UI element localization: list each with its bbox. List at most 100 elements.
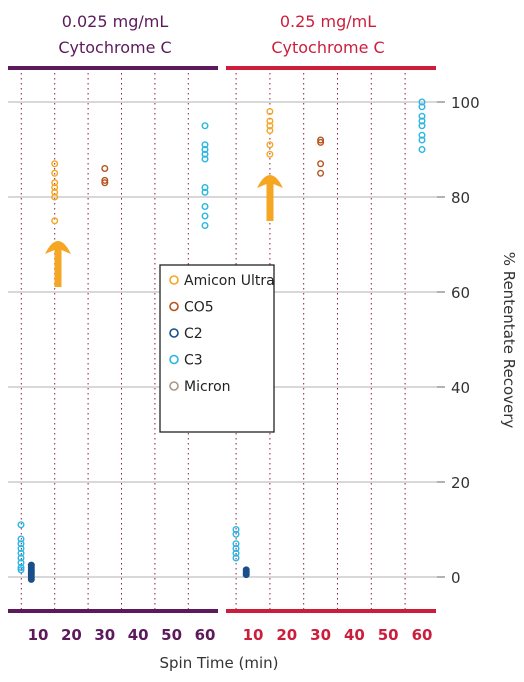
y-axis-ticks: 0 20 40 60 80 100 <box>437 94 480 587</box>
data-point <box>418 103 426 111</box>
legend-marker <box>169 328 179 338</box>
data-point <box>51 188 59 196</box>
data-point <box>27 575 35 583</box>
data-point <box>232 545 240 553</box>
data-point <box>51 183 59 191</box>
data-point <box>201 122 209 130</box>
x-tick-label: 50 <box>378 626 399 644</box>
y-tick-label: 60 <box>451 284 470 302</box>
data-point <box>266 122 274 130</box>
data-point <box>418 117 426 125</box>
legend-marker <box>169 381 179 391</box>
data-point <box>201 188 209 196</box>
data-point <box>232 554 240 562</box>
data-point <box>232 530 240 538</box>
x-tick-label: 30 <box>310 626 331 644</box>
legend-marker <box>169 354 179 365</box>
data-point <box>201 221 209 229</box>
legend-label: CO5 <box>184 300 214 316</box>
legend-marker <box>169 301 179 312</box>
data-point <box>17 554 25 562</box>
data-point <box>17 559 25 567</box>
data-point <box>101 164 109 172</box>
y-tick-label: 0 <box>451 569 461 587</box>
x-tick-label: 60 <box>195 626 216 644</box>
data-point <box>232 549 240 557</box>
data-point <box>232 540 240 548</box>
data-point <box>266 126 274 134</box>
data-point <box>266 117 274 125</box>
x-axis-ticks: 10 20 30 40 50 60 10 20 30 40 50 60 <box>28 626 433 644</box>
data-points <box>17 98 426 583</box>
data-point <box>418 136 426 144</box>
legend-marker <box>169 275 179 285</box>
y-tick-label: 100 <box>451 94 480 112</box>
data-point <box>17 566 25 574</box>
data-point <box>101 179 109 187</box>
x-tick-label: 10 <box>28 626 49 644</box>
panel-bands <box>8 66 436 613</box>
data-point <box>317 136 325 144</box>
data-point <box>201 150 209 158</box>
data-point <box>51 160 59 168</box>
data-point <box>201 145 209 153</box>
data-point <box>17 564 25 572</box>
data-point <box>266 150 274 158</box>
x-tick-label: 40 <box>344 626 365 644</box>
x-axis-label: Spin Time (min) <box>160 654 279 672</box>
x-tick-label: 30 <box>94 626 115 644</box>
panel-headers: 0.025 mg/mL Cytochrome C 0.25 mg/mL Cytochr… <box>58 12 384 57</box>
panel-header-line: Cytochrome C <box>58 38 171 57</box>
y-tick-label: 20 <box>451 474 470 492</box>
highlight-arrow <box>45 241 71 287</box>
x-tick-label: 10 <box>243 626 264 644</box>
data-point <box>317 160 325 168</box>
data-point <box>232 526 240 534</box>
data-point <box>17 535 25 543</box>
y-tick-label: 80 <box>451 189 470 207</box>
data-point <box>51 193 59 201</box>
data-point <box>201 202 209 210</box>
data-point <box>201 155 209 163</box>
data-point <box>317 169 325 177</box>
data-point <box>201 212 209 220</box>
data-point <box>317 138 325 146</box>
data-point <box>17 545 25 553</box>
y-axis-label: % Rententate Recovery <box>500 252 518 429</box>
data-point <box>266 141 274 149</box>
x-tick-label: 20 <box>276 626 297 644</box>
x-tick-label: 50 <box>161 626 182 644</box>
legend-label: C2 <box>184 326 203 342</box>
panel-header-line: 0.25 mg/mL <box>280 12 376 31</box>
data-point <box>101 176 109 184</box>
legend-label: C3 <box>184 353 203 369</box>
data-point <box>51 169 59 177</box>
data-point <box>51 179 59 187</box>
x-tick-label: 60 <box>412 626 433 644</box>
highlight-arrow <box>257 175 283 221</box>
x-tick-label: 40 <box>128 626 149 644</box>
data-point <box>201 183 209 191</box>
y-tick-label: 40 <box>451 379 470 397</box>
legend-label: Micron <box>184 379 231 395</box>
data-point <box>418 145 426 153</box>
data-point <box>418 131 426 139</box>
data-point <box>201 141 209 149</box>
data-point <box>418 112 426 120</box>
data-point <box>266 107 274 115</box>
legend-box <box>159 264 275 433</box>
legend: Amicon Ultra CO5 C2 C3 Micron <box>159 264 275 433</box>
panel-header-line: 0.025 mg/mL <box>62 12 169 31</box>
data-point <box>17 521 25 529</box>
data-point <box>17 540 25 548</box>
legend-entries: Amicon Ultra CO5 C2 C3 Micron <box>169 273 275 395</box>
data-point <box>17 549 25 557</box>
data-point <box>51 217 59 225</box>
highlight-arrows <box>45 175 283 287</box>
data-point <box>418 122 426 130</box>
x-tick-label: 20 <box>61 626 82 644</box>
panel-header-line: Cytochrome C <box>271 38 384 57</box>
data-point <box>418 98 426 106</box>
legend-label: Amicon Ultra <box>184 273 275 289</box>
